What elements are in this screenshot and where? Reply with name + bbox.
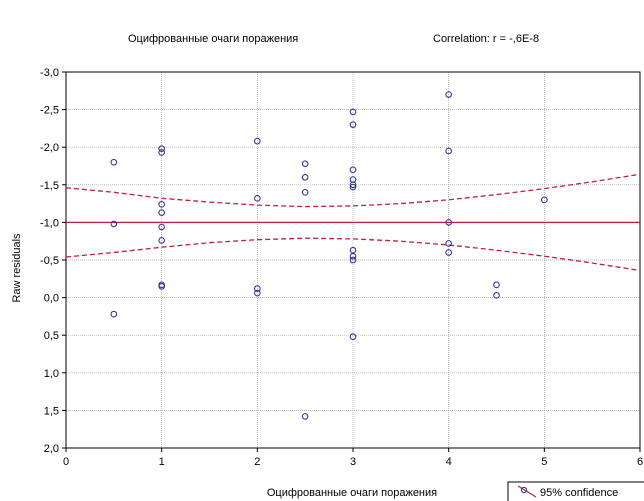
data-point [301, 189, 309, 196]
data-point [445, 219, 452, 226]
y-tick-label: -1,0 [40, 217, 59, 229]
axes: 0 1 2 3 4 5 6 -3,0 -2,5 -2,0 -1,5 -1,0 -0,5 0,0 0,5 1,0… [40, 67, 643, 468]
confidence-upper-line [65, 173, 641, 208]
data-point [158, 149, 165, 156]
data-point [301, 413, 309, 420]
legend-label: 95% confidence [540, 487, 618, 499]
data-point [158, 237, 165, 244]
data-point [349, 121, 357, 128]
y-tick-label: -2,5 [40, 105, 59, 117]
legend: 95% confidence [507, 481, 644, 501]
data-point [254, 285, 261, 292]
y-tick-label: -3,0 [40, 67, 59, 79]
y-tick-label: 0,0 [44, 293, 59, 305]
data-point [110, 158, 118, 166]
data-point [158, 223, 165, 231]
data-point [254, 137, 261, 145]
data-point [349, 181, 357, 189]
y-tick-label: 2,0 [44, 443, 59, 455]
legend-swatch-line [517, 485, 537, 498]
data-point [110, 220, 118, 228]
x-tick-label: 0 [63, 456, 69, 468]
data-point [349, 333, 357, 341]
data-point [349, 252, 357, 260]
data-point [158, 145, 165, 153]
data-point [254, 289, 261, 297]
data-point [158, 209, 165, 216]
data-point [110, 310, 118, 318]
legend-box [507, 481, 644, 501]
data-point [254, 195, 261, 202]
x-tick-label: 5 [541, 456, 547, 468]
chart-title: Оцифрованные очаги поражения [128, 33, 298, 45]
data-point [445, 91, 452, 98]
chart-subtitle: Correlation: r = -,6E-8 [433, 33, 539, 45]
data-point [158, 283, 165, 290]
y-tick-label: 1,0 [44, 368, 59, 380]
series [65, 91, 641, 420]
x-tick-label: 1 [159, 456, 165, 468]
data-point [445, 147, 452, 155]
data-point [349, 108, 357, 116]
y-axis-label: Raw residuals [11, 233, 23, 303]
y-tick-label: 1,5 [44, 405, 59, 417]
data-point [445, 240, 452, 247]
data-point [301, 173, 309, 181]
x-tick-label: 2 [254, 456, 260, 468]
data-point [349, 183, 357, 191]
data-point [445, 249, 452, 256]
confidence-lower-line [65, 237, 641, 272]
data-point [158, 201, 165, 208]
x-tick-label: 3 [350, 456, 356, 468]
data-point [301, 160, 309, 168]
data-point [349, 166, 357, 174]
y-tick-label: -0,5 [40, 255, 59, 267]
y-tick-label: -2,0 [40, 142, 59, 154]
y-tick-label: 0,5 [44, 330, 59, 342]
legend-swatch-marker [520, 486, 528, 494]
data-point [493, 281, 500, 289]
data-point [541, 196, 548, 204]
data-point [493, 292, 500, 299]
x-tick-label: 6 [637, 456, 643, 468]
x-tick-label: 4 [446, 456, 452, 468]
data-point [349, 256, 357, 264]
x-axis-label: Оцифрованные очаги поражения [267, 487, 437, 499]
y-tick-label: -1,5 [40, 180, 59, 192]
